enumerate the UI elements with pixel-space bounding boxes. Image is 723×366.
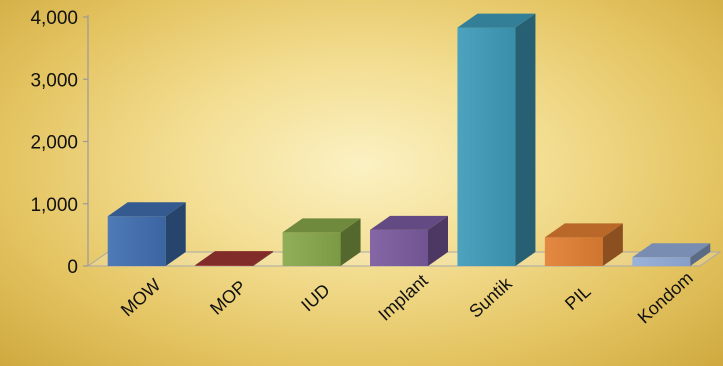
- x-category-label: MOW: [117, 275, 165, 321]
- bar-side-face: [253, 251, 274, 266]
- bar-top-face: [632, 243, 711, 258]
- bar-front-face: [544, 237, 603, 266]
- value-axis: 0 1,000 2,000 3,000 4,000: [30, 8, 89, 278]
- bar-front-face: [282, 232, 341, 266]
- bar-front-face: [457, 27, 516, 266]
- x-category-label: Kondom: [634, 268, 697, 328]
- bar-pil: [544, 223, 623, 266]
- bar-top-face: [370, 215, 448, 230]
- bar-top-face: [457, 13, 536, 28]
- bar-side-face: [428, 215, 448, 266]
- bar-side-face: [340, 218, 361, 266]
- bar-implant: [370, 215, 448, 266]
- bar-top-face: [282, 218, 361, 233]
- bar-front-face: [370, 229, 428, 266]
- bar-mow: [107, 202, 186, 266]
- bar-side-face: [515, 13, 536, 266]
- y-tick-label: 3,000: [30, 70, 78, 91]
- bar-top-face: [107, 202, 186, 217]
- bar-front-face: [632, 257, 691, 266]
- x-category-label: IUD: [297, 280, 333, 316]
- bar-side-face: [690, 243, 711, 266]
- bar-top-face: [195, 251, 274, 266]
- y-tick-label: 4,000: [30, 8, 78, 29]
- x-category-label: PIL: [561, 281, 594, 314]
- bar-front-face: [195, 265, 254, 266]
- bar-mop: [195, 251, 274, 266]
- bar-top-face: [544, 223, 623, 238]
- bar-kondom: [632, 243, 711, 266]
- category-labels: MOW MOP IUD Implant Suntik PIL Kondom: [117, 268, 697, 328]
- x-category-label: Implant: [374, 270, 431, 324]
- bars: [107, 13, 711, 266]
- y-tick-label: 2,000: [30, 133, 78, 154]
- x-category-label: MOP: [206, 276, 250, 318]
- bar-side-face: [165, 202, 186, 266]
- bar-front-face: [107, 216, 166, 266]
- bar-side-face: [602, 223, 623, 266]
- bar-iud: [282, 218, 361, 266]
- bar-suntik: [457, 13, 536, 266]
- y-tick-label: 1,000: [30, 195, 78, 216]
- y-tick-label: 0: [67, 257, 78, 278]
- x-category-label: Suntik: [465, 273, 516, 322]
